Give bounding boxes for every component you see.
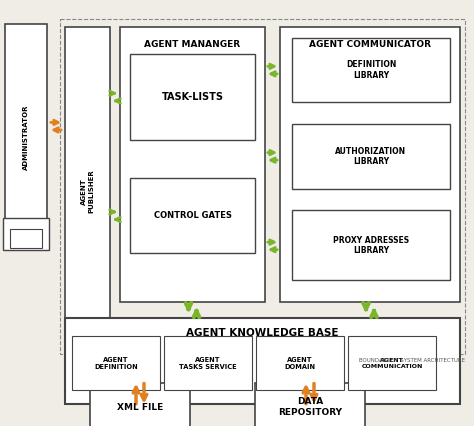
Text: DEFINITION
LIBRARY: DEFINITION LIBRARY <box>346 60 396 80</box>
Text: CONTROL GATES: CONTROL GATES <box>154 211 231 220</box>
Bar <box>10 229 42 248</box>
Bar <box>130 54 255 140</box>
Bar <box>72 337 160 390</box>
Text: AGENT
COMMUNICATION: AGENT COMMUNICATION <box>361 358 423 369</box>
Text: PROXY ADRESSES
LIBRARY: PROXY ADRESSES LIBRARY <box>333 236 409 255</box>
Bar <box>3 218 49 250</box>
Text: AGENT KNOWLEDGE BASE: AGENT KNOWLEDGE BASE <box>186 328 339 338</box>
Bar <box>65 318 460 404</box>
Text: AGENT
DOMAIN: AGENT DOMAIN <box>284 357 316 370</box>
Text: AGENT
DEFINITION: AGENT DEFINITION <box>94 357 138 370</box>
Bar <box>60 20 465 354</box>
Bar <box>90 383 190 426</box>
Text: AGENT
PUBLISHER: AGENT PUBLISHER <box>81 170 94 213</box>
Text: AGENT
TASKS SERVICE: AGENT TASKS SERVICE <box>179 357 237 370</box>
Text: TASK-LISTS: TASK-LISTS <box>162 92 224 102</box>
Bar <box>348 337 436 390</box>
Bar <box>280 27 460 302</box>
Bar <box>5 24 47 250</box>
Bar <box>65 27 110 356</box>
Text: AGENT MANANGER: AGENT MANANGER <box>145 40 241 49</box>
Bar <box>292 210 450 280</box>
Bar <box>255 383 365 426</box>
Bar <box>292 38 450 103</box>
Text: DATA
REPOSITORY: DATA REPOSITORY <box>278 397 342 417</box>
Bar <box>292 124 450 189</box>
Text: XML FILE: XML FILE <box>117 403 163 412</box>
Text: BOUNDARY OF SYSTEM ARCHITECTURE: BOUNDARY OF SYSTEM ARCHITECTURE <box>359 358 465 363</box>
Text: ADMINISTRATOR: ADMINISTRATOR <box>23 104 29 170</box>
Bar <box>120 27 265 302</box>
Text: AUTHORIZATION
LIBRARY: AUTHORIZATION LIBRARY <box>336 147 407 166</box>
Bar <box>130 178 255 253</box>
Text: AGENT COMMUNICATOR: AGENT COMMUNICATOR <box>309 40 431 49</box>
Bar <box>256 337 344 390</box>
Bar <box>164 337 252 390</box>
